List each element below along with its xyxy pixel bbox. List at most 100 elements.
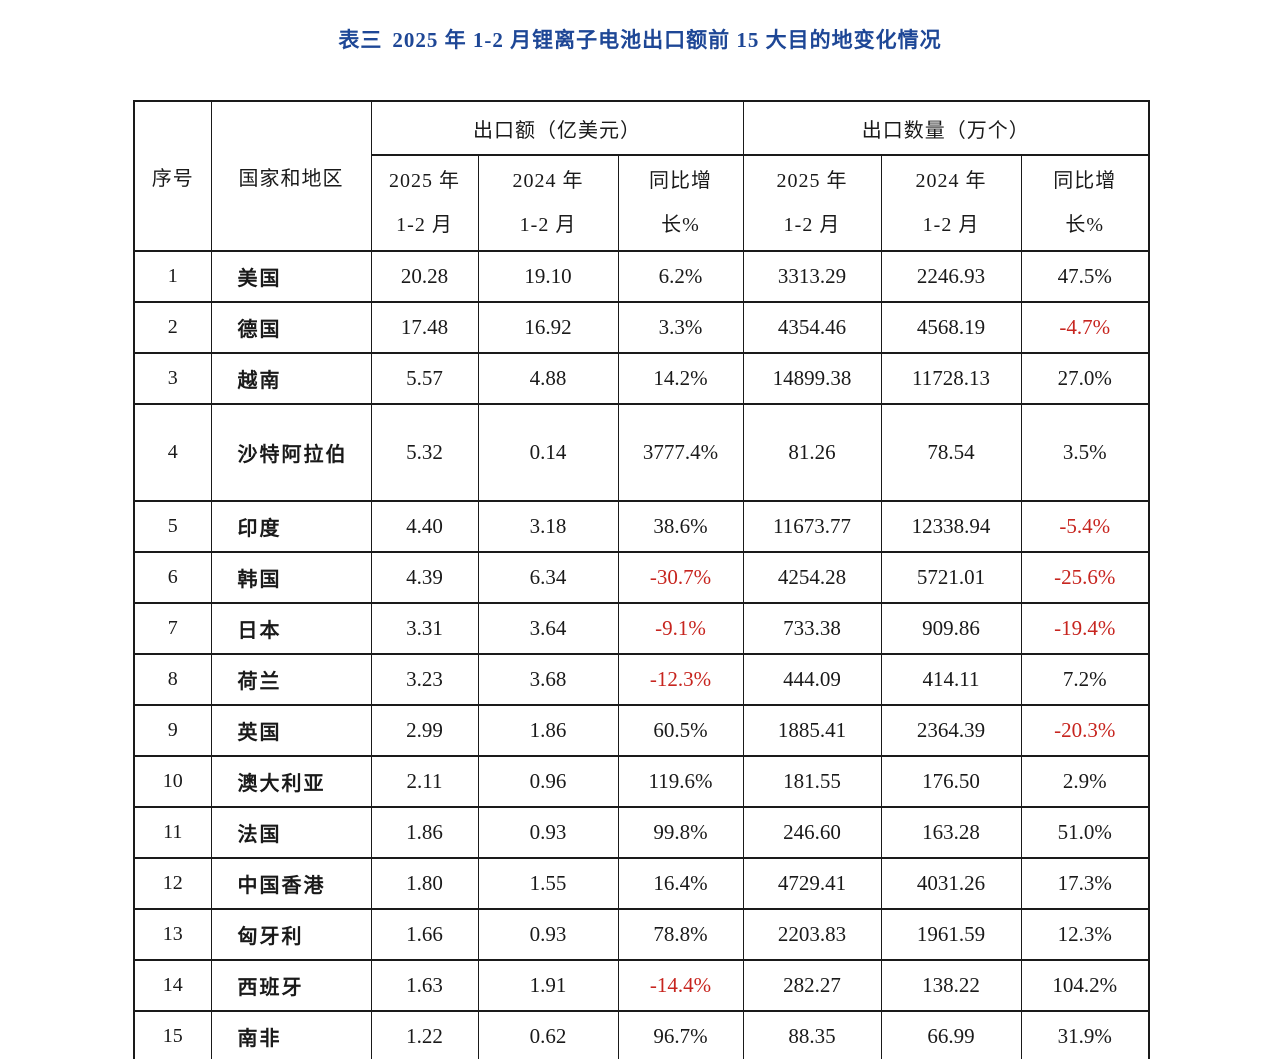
- country-cell: 法国: [210, 806, 372, 859]
- val-2025-cell: 5.57: [370, 352, 479, 405]
- table-row: 2 德国 17.48 16.92 3.3% 4354.46 4568.19 -4.7%: [133, 301, 1150, 354]
- val-2025-cell: 1.22: [370, 1010, 479, 1059]
- no-cell: 8: [133, 653, 212, 706]
- val-yoy-cell: 78.8%: [617, 908, 744, 961]
- country-cell: 荷兰: [210, 653, 372, 706]
- no-cell: 5: [133, 500, 212, 553]
- qty-2025-cell: 11673.77: [742, 500, 882, 553]
- header-index: 序号: [133, 100, 212, 252]
- no-cell: 3: [133, 352, 212, 405]
- table-row: 10 澳大利亚 2.11 0.96 119.6% 181.55 176.50 2.9%: [133, 755, 1150, 808]
- table-title-prefix: 表三: [338, 28, 383, 52]
- table-title-text: 2025 年 1-2 月锂离子电池出口额前 15 大目的地变化情况: [392, 28, 942, 52]
- val-yoy-cell: 60.5%: [617, 704, 744, 757]
- qty-2025-cell: 2203.83: [742, 908, 882, 961]
- no-cell: 15: [133, 1010, 212, 1059]
- qty-2025-cell: 4254.28: [742, 551, 882, 604]
- table-row: 5 印度 4.40 3.18 38.6% 11673.77 12338.94 -5.4%: [133, 500, 1150, 553]
- qty-yoy-cell: -5.4%: [1020, 500, 1150, 553]
- qty-2024-cell: 5721.01: [880, 551, 1022, 604]
- country-cell: 德国: [210, 301, 372, 354]
- val-yoy-cell: 6.2%: [617, 250, 744, 303]
- val-2024-cell: 6.34: [477, 551, 619, 604]
- qty-2024-cell: 138.22: [880, 959, 1022, 1012]
- country-cell: 澳大利亚: [210, 755, 372, 808]
- country-cell: 英国: [210, 704, 372, 757]
- val-2024-cell: 3.18: [477, 500, 619, 553]
- qty-2025-cell: 1885.41: [742, 704, 882, 757]
- qty-2024-cell: 78.54: [880, 403, 1022, 502]
- qty-yoy-cell: -20.3%: [1020, 704, 1150, 757]
- qty-2025-cell: 14899.38: [742, 352, 882, 405]
- no-cell: 13: [133, 908, 212, 961]
- val-2025-cell: 3.23: [370, 653, 479, 706]
- qty-2024-cell: 1961.59: [880, 908, 1022, 961]
- header-line: 同比增: [649, 170, 712, 192]
- val-2024-cell: 19.10: [477, 250, 619, 303]
- qty-yoy-cell: 3.5%: [1020, 403, 1150, 502]
- val-2024-cell: 16.92: [477, 301, 619, 354]
- val-2025-cell: 4.40: [370, 500, 479, 553]
- table-title: 表三 2025 年 1-2 月锂离子电池出口额前 15 大目的地变化情况: [0, 24, 1280, 54]
- table-row: 14 西班牙 1.63 1.91 -14.4% 282.27 138.22 104.2%: [133, 959, 1150, 1012]
- qty-yoy-cell: 104.2%: [1020, 959, 1150, 1012]
- no-cell: 7: [133, 602, 212, 655]
- val-2025-cell: 2.11: [370, 755, 479, 808]
- qty-2024-cell: 4031.26: [880, 857, 1022, 910]
- table-header: 序号 国家和地区 出口额（亿美元） 出口数量（万个） 2025 年 1-2 月 …: [133, 100, 1150, 252]
- val-yoy-cell: -12.3%: [617, 653, 744, 706]
- country-cell: 美国: [210, 250, 372, 303]
- val-2025-cell: 20.28: [370, 250, 479, 303]
- qty-2024-cell: 2364.39: [880, 704, 1022, 757]
- country-cell: 越南: [210, 352, 372, 405]
- country-cell: 西班牙: [210, 959, 372, 1012]
- table-row: 15 南非 1.22 0.62 96.7% 88.35 66.99 31.9%: [133, 1010, 1150, 1059]
- table-row: 8 荷兰 3.23 3.68 -12.3% 444.09 414.11 7.2%: [133, 653, 1150, 706]
- no-cell: 2: [133, 301, 212, 354]
- table-row: 13 匈牙利 1.66 0.93 78.8% 2203.83 1961.59 12.3%: [133, 908, 1150, 961]
- table-body: 1 美国 20.28 19.10 6.2% 3313.29 2246.93 47.5% 2 德国 1…: [133, 250, 1150, 1059]
- qty-2024-cell: 4568.19: [880, 301, 1022, 354]
- val-yoy-cell: -30.7%: [617, 551, 744, 604]
- header-line: 2024 年: [915, 170, 987, 192]
- no-cell: 6: [133, 551, 212, 604]
- qty-2025-cell: 88.35: [742, 1010, 882, 1059]
- data-table-container: 序号 国家和地区 出口额（亿美元） 出口数量（万个） 2025 年 1-2 月 …: [133, 100, 1151, 1059]
- val-yoy-cell: 14.2%: [617, 352, 744, 405]
- country-cell: 韩国: [210, 551, 372, 604]
- qty-2025-cell: 444.09: [742, 653, 882, 706]
- qty-2025-cell: 282.27: [742, 959, 882, 1012]
- qty-2024-cell: 12338.94: [880, 500, 1022, 553]
- val-2025-cell: 17.48: [370, 301, 479, 354]
- qty-yoy-cell: 27.0%: [1020, 352, 1150, 405]
- val-yoy-cell: 3.3%: [617, 301, 744, 354]
- header-line: 同比增: [1053, 170, 1117, 192]
- header-line: 1-2 月: [396, 214, 453, 236]
- qty-yoy-cell: -25.6%: [1020, 551, 1150, 604]
- header-export-quantity-group: 出口数量（万个）: [742, 100, 1150, 156]
- qty-yoy-cell: 2.9%: [1020, 755, 1150, 808]
- header-line: 长%: [661, 214, 700, 236]
- export-destinations-table: 序号 国家和地区 出口额（亿美元） 出口数量（万个） 2025 年 1-2 月 …: [133, 100, 1151, 1059]
- header-line: 长%: [1065, 214, 1105, 236]
- val-2025-cell: 1.86: [370, 806, 479, 859]
- country-cell: 中国香港: [210, 857, 372, 910]
- table-row: 9 英国 2.99 1.86 60.5% 1885.41 2364.39 -20.3%: [133, 704, 1150, 757]
- no-cell: 4: [133, 403, 212, 502]
- val-2024-cell: 0.14: [477, 403, 619, 502]
- qty-2025-cell: 4354.46: [742, 301, 882, 354]
- val-2024-cell: 0.93: [477, 806, 619, 859]
- val-2025-cell: 1.66: [370, 908, 479, 961]
- no-cell: 11: [133, 806, 212, 859]
- qty-2024-cell: 163.28: [880, 806, 1022, 859]
- header-quantity-2025: 2025 年 1-2 月: [742, 154, 882, 252]
- val-yoy-cell: 38.6%: [617, 500, 744, 553]
- header-value-2025: 2025 年 1-2 月: [370, 154, 479, 252]
- header-quantity-yoy: 同比增 长%: [1020, 154, 1150, 252]
- qty-yoy-cell: 7.2%: [1020, 653, 1150, 706]
- header-value-2024: 2024 年 1-2 月: [477, 154, 619, 252]
- qty-yoy-cell: 31.9%: [1020, 1010, 1150, 1059]
- header-line: 1-2 月: [519, 214, 577, 236]
- val-2024-cell: 1.86: [477, 704, 619, 757]
- val-2024-cell: 1.55: [477, 857, 619, 910]
